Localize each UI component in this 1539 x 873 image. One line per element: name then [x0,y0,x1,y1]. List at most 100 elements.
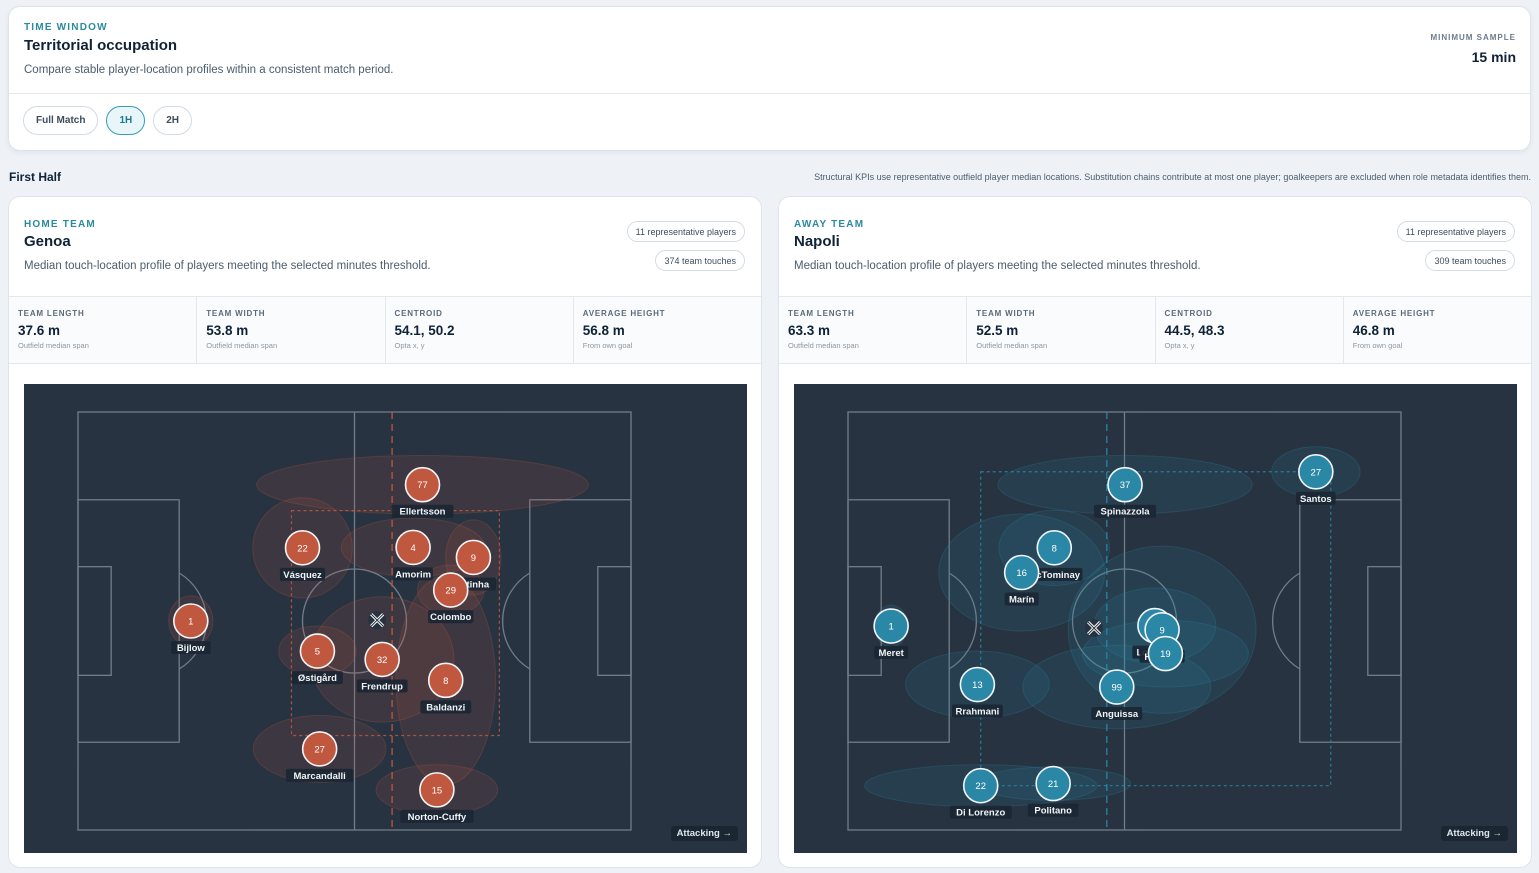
kpi-label: CENTROID [1164,309,1213,318]
player-number: 16 [1016,568,1027,579]
kpi-sub: Outfield median span [18,341,89,350]
kpi-value: 52.5 m [976,323,1019,338]
player-name: Vásquez [283,570,322,581]
player-name: Santos [1300,494,1332,505]
player-dot [1036,530,1073,566]
player-dot [432,572,469,608]
home-pitch: 77 Ellertsson 22 Vásquez 4 Amorim 9 Vitinha 29 Co… [24,384,747,853]
player-marker: 77 Ellertsson [391,466,454,518]
centroid-marker [368,611,387,630]
kpi-value: 63.3 m [788,323,831,338]
player-name-bg [1027,803,1079,817]
centroid-cross [370,613,384,627]
player-number: 32 [377,655,388,666]
player-name-bg [1004,592,1039,606]
touches-badge: 374 team touches [655,250,745,271]
players-badge: 11 representative players [626,221,745,242]
player-name: Marcandalli [294,771,346,782]
player-name-bg [952,704,1003,718]
player-name-bg [428,610,474,624]
player-number: 1 [188,617,193,628]
player-marker: 19 [1147,635,1184,672]
player-name-bg [949,805,1012,819]
player-dot [419,772,455,808]
player-name-bg [393,567,433,581]
divider [9,93,1530,94]
period-2h-button[interactable]: 2H [153,106,193,135]
player-name-bg [1091,707,1143,721]
team-eyebrow: AWAY TEAM [794,219,865,230]
player-name: Marín [1009,595,1035,606]
player-name-bg [874,646,909,660]
kpi-label: AVERAGE HEIGHT [582,309,666,318]
right-penalty-box [529,499,632,743]
kpi-label: AVERAGE HEIGHT [1352,309,1436,318]
player-marker: 27 Marcandalli [285,731,354,782]
attacking-direction-label: Attacking → [670,826,738,841]
kpi-sub: Outfield median span [788,341,859,350]
touches-badge: 309 team touches [1425,250,1515,271]
centre-circle [301,568,408,674]
left-six-yard-box [77,566,112,676]
team-name: Genoa [24,233,71,250]
player-marker: 13 Rrahmani [952,666,1003,718]
player-dot [404,466,441,503]
player-number: 13 [972,680,983,691]
kpi-value: 46.8 m [1352,323,1395,338]
kpi-value: 53.8 m [206,323,249,338]
player-marker: 8 McTominay [1026,530,1083,581]
player-marker: 21 Politano [1027,765,1079,817]
kpi-value: 44.5, 48.3 [1164,323,1225,338]
kpi-sub: Opta x, y [394,341,425,350]
player-marker: 37 Spinazzola [1094,466,1157,518]
player-marker: 29 Colombo [428,572,474,624]
player-number: 9 [1159,625,1164,636]
left-penalty-box [77,499,180,743]
player-number: 27 [314,744,325,755]
kpi-label: TEAM WIDTH [976,309,1036,318]
away-team-card: AWAY TEAM Napoli Median touch-location p… [778,196,1532,868]
player-name: Bijlow [177,643,206,654]
player-name: Anguissa [1095,709,1138,720]
player-dot [284,530,321,566]
player-marker: 5 Østigård [292,633,343,685]
players-badge: 11 representative players [1396,221,1515,242]
player-dot [299,633,336,669]
kpi-label: TEAM LENGTH [788,309,855,318]
kpi-average-height: AVERAGE HEIGHT 46.8 m From own goal [1344,297,1531,363]
player-name-bg [400,809,474,823]
player-name-bg [292,671,343,685]
player-name-bg [171,641,211,654]
player-name: Meret [878,648,904,659]
player-marker: 22 Di Lorenzo [949,767,1012,819]
period-1h-button[interactable]: 1H [106,106,146,135]
kpi-centroid: CENTROID 54.1, 50.2 Opta x, y [386,297,574,363]
player-dot [455,539,492,576]
page-subtitle: Compare stable player-location profiles … [24,64,394,76]
player-name: Amorim [395,569,431,580]
section-note: Structural KPIs use representative outfi… [814,172,1531,182]
player-name: Rrahmani [955,707,999,718]
right-six-yard-box [597,566,632,676]
right-penalty-arc [1272,572,1301,670]
player-dot [959,666,996,703]
period-selector: Full Match 1H 2H [23,106,193,135]
kpi-row: TEAM LENGTH 37.6 m Outfield median span … [9,296,761,364]
time-window-eyebrow: TIME WINDOW [24,22,108,33]
centroid-marker [1085,619,1104,638]
kpi-label: CENTROID [394,309,443,318]
player-name: Ellertsson [400,507,446,518]
kpi-sub: Opta x, y [1164,341,1195,350]
kpi-team-width: TEAM WIDTH 53.8 m Outfield median span [197,297,386,363]
period-full-match-button[interactable]: Full Match [23,106,99,135]
player-number: 8 [443,676,448,687]
player-name: Colombo [430,612,471,623]
kpi-sub: From own goal [1352,341,1403,350]
pitch-markings [847,411,1402,831]
player-marker: 1 Meret [873,608,909,660]
player-number: 21 [1048,779,1059,790]
home-team-card: HOME TEAM Genoa Median touch-location pr… [8,196,762,868]
player-number: 8 [1052,543,1057,554]
player-number: 22 [975,781,986,792]
